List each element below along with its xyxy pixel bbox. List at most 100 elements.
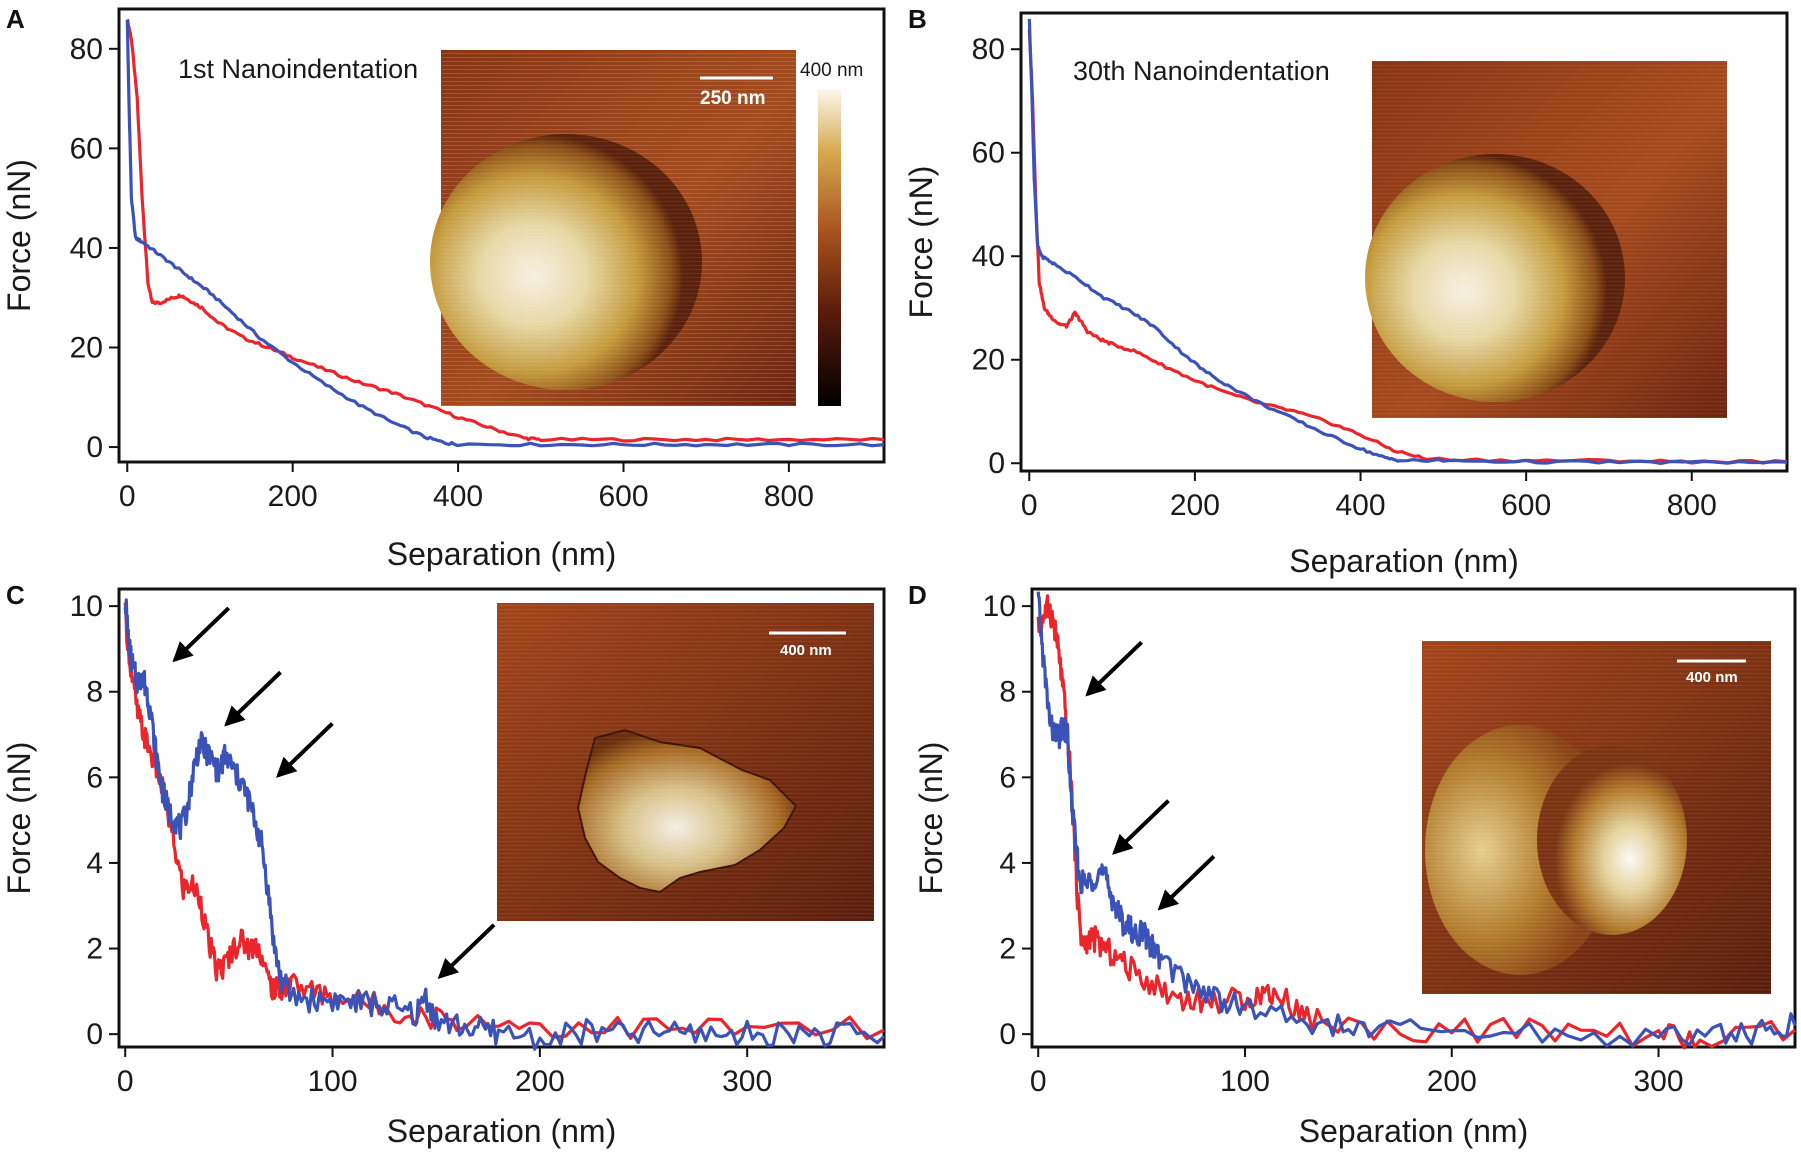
annotation-arrow xyxy=(172,606,231,663)
x-tick-label: 200 xyxy=(268,480,318,513)
series-line-blue xyxy=(125,19,885,448)
x-tick-label: 300 xyxy=(722,1065,772,1098)
y-tick-label: 6 xyxy=(999,761,1016,794)
arrow-layer-d xyxy=(1085,640,1216,911)
y-tick-label: 0 xyxy=(988,447,1005,480)
panel-b: B 0 200 400 600 800 0 20 40 60 80 Separation (nm) F… xyxy=(903,4,1789,579)
y-tick-label: 80 xyxy=(70,33,103,66)
plot-frame xyxy=(1030,587,1797,1049)
y-tick-label: 60 xyxy=(972,137,1005,170)
scale-bar-label-a: 250 nm xyxy=(700,88,765,109)
series-layer-a xyxy=(125,18,885,448)
plot-area-c: 0 100 200 300 0 2 4 6 8 10 Separation (nm) Force (n… xyxy=(1,587,886,1149)
y-tick-label: 0 xyxy=(999,1018,1016,1051)
series-line-blue xyxy=(1036,591,1797,1048)
panel-label-b: B xyxy=(908,4,927,34)
x-tick-label: 600 xyxy=(1501,489,1551,522)
y-axis-title: Force (nN) xyxy=(913,742,949,895)
annotation-arrow xyxy=(1085,640,1143,697)
x-tick-label: 200 xyxy=(1170,489,1220,522)
y-tick-label: 40 xyxy=(972,240,1005,273)
y-tick-label: 2 xyxy=(999,933,1016,966)
x-tick-label: 0 xyxy=(119,480,136,513)
scale-bar-label-d: 400 nm xyxy=(1686,669,1738,686)
inset-streaks-a xyxy=(441,50,796,406)
afm-inset-c: 400 nm xyxy=(497,603,874,921)
y-axis-title: Force (nN) xyxy=(1,159,37,312)
y-axis-title: Force (nN) xyxy=(903,166,939,319)
x-tick-label: 0 xyxy=(117,1065,134,1098)
arrow-layer-c xyxy=(172,606,496,980)
series-layer-c xyxy=(123,598,886,1051)
y-tick-label: 10 xyxy=(983,590,1016,623)
afm-inset-a: 250 nm xyxy=(430,50,796,406)
y-tick-label: 8 xyxy=(999,676,1016,709)
plot-area-d: 0 100 200 300 0 2 4 6 8 10 Separation (nm) Force (n… xyxy=(913,587,1797,1149)
colorbar-a: 400 nm xyxy=(800,60,863,406)
series-line-blue xyxy=(1027,18,1788,465)
x-tick-label: 800 xyxy=(1667,489,1717,522)
y-axis-title: Force (nN) xyxy=(1,742,37,895)
y-tick-label: 2 xyxy=(86,933,103,966)
series-line-red xyxy=(126,18,885,443)
x-axis-title: Separation (nm) xyxy=(387,536,616,572)
annotation-b: 30th Nanoindentation xyxy=(1073,56,1330,86)
panel-label-d: D xyxy=(908,580,927,610)
y-tick-label: 0 xyxy=(86,1018,103,1051)
x-tick-label: 600 xyxy=(598,480,648,513)
y-tick-label: 40 xyxy=(70,232,103,265)
annotation-arrow xyxy=(1157,854,1216,911)
annotation-arrow xyxy=(1112,799,1170,855)
x-tick-label: 0 xyxy=(1021,489,1038,522)
series-layer-d xyxy=(1036,591,1797,1050)
afm-inset-b xyxy=(1365,61,1727,418)
panel-label-a: A xyxy=(6,4,25,34)
x-tick-label: 0 xyxy=(1030,1065,1047,1098)
x-axis-title: Separation (nm) xyxy=(1299,1113,1528,1149)
y-tick-label: 6 xyxy=(86,761,103,794)
plot-frame xyxy=(117,7,886,464)
y-tick-label: 80 xyxy=(972,33,1005,66)
x-tick-label: 200 xyxy=(515,1065,565,1098)
series-line-blue xyxy=(123,598,886,1051)
annotation-a: 1st Nanoindentation xyxy=(178,54,418,84)
x-tick-label: 100 xyxy=(1220,1065,1270,1098)
y-tick-label: 8 xyxy=(86,676,103,709)
inset-streaks-c xyxy=(497,603,874,921)
panel-label-c: C xyxy=(6,580,25,610)
inset-streaks-d xyxy=(1422,641,1771,994)
plot-area-b: 0 200 400 600 800 0 20 40 60 80 Separation (nm) For… xyxy=(903,11,1789,579)
panel-a: A 0 200 400 600 800 0 20 40 60 80 Separation (nm) F… xyxy=(1,4,886,572)
annotation-arrow xyxy=(437,923,496,980)
x-tick-label: 400 xyxy=(433,480,483,513)
colorbar-label-a: 400 nm xyxy=(800,60,863,81)
y-tick-label: 4 xyxy=(86,847,103,880)
panel-c: C 0 100 200 300 0 2 4 6 8 10 Separation (nm) Force … xyxy=(1,580,886,1149)
annotation-arrow xyxy=(224,670,282,727)
x-tick-label: 200 xyxy=(1427,1065,1477,1098)
scale-bar-label-c: 400 nm xyxy=(780,642,832,659)
x-tick-label: 100 xyxy=(308,1065,358,1098)
x-tick-label: 400 xyxy=(1335,489,1385,522)
y-tick-label: 20 xyxy=(972,344,1005,377)
panel-d: D 0 100 200 300 0 2 4 6 8 10 Separation (nm) Force … xyxy=(908,580,1797,1149)
series-line-red xyxy=(1027,29,1788,465)
x-tick-label: 800 xyxy=(764,480,814,513)
annotation-arrow xyxy=(276,722,334,778)
x-axis-title: Separation (nm) xyxy=(1289,543,1518,579)
plot-area-a: 0 200 400 600 800 0 20 40 60 80 Separation (nm) For… xyxy=(1,7,886,572)
plot-frame xyxy=(117,587,886,1049)
plot-frame xyxy=(1019,11,1789,473)
y-tick-label: 4 xyxy=(999,847,1016,880)
afm-inset-d: 400 nm xyxy=(1422,641,1771,994)
y-tick-label: 60 xyxy=(70,132,103,165)
x-tick-label: 300 xyxy=(1633,1065,1683,1098)
colorbar-gradient-a xyxy=(818,90,841,406)
inset-streaks-b xyxy=(1372,61,1727,418)
y-tick-label: 0 xyxy=(86,431,103,464)
y-tick-label: 10 xyxy=(70,590,103,623)
x-axis-title: Separation (nm) xyxy=(387,1113,616,1149)
y-tick-label: 20 xyxy=(70,332,103,365)
series-layer-b xyxy=(1027,18,1788,465)
